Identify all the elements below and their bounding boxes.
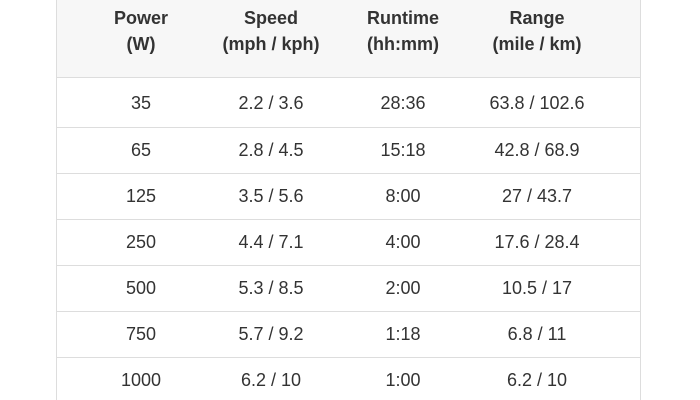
- table-cell: 250: [125, 232, 157, 252]
- table-cell: 1:18: [385, 324, 421, 344]
- table-cell: 1000: [120, 370, 162, 390]
- table-cell: 500: [125, 278, 157, 298]
- table-cell: 27 / 43.7: [501, 186, 573, 206]
- row-divider: [57, 265, 640, 266]
- table-cell: 63.8 / 102.6: [489, 92, 585, 113]
- table-cell: 15:18: [380, 140, 426, 160]
- header-cell: (mile / km): [492, 34, 582, 54]
- header-cell: Runtime: [367, 8, 439, 28]
- row-divider: [57, 311, 640, 312]
- header-cell: (mph / kph): [222, 34, 320, 54]
- table-cell: 1:00: [385, 370, 421, 390]
- table-cell: 125: [125, 186, 157, 206]
- table-cell: 65: [130, 140, 152, 160]
- header-cell: Speed: [243, 8, 299, 28]
- table-cell: 5.3 / 8.5: [238, 278, 304, 298]
- table-cell: 28:36: [380, 92, 426, 113]
- table-cell: 10.5 / 17: [501, 278, 573, 298]
- table-cell: 2.2 / 3.6: [238, 92, 304, 113]
- row-divider: [57, 173, 640, 174]
- row-divider: [57, 357, 640, 358]
- table-cell: 8:00: [385, 186, 421, 206]
- table-cell: 750: [125, 324, 157, 344]
- table-cell: 6.2 / 10: [506, 370, 568, 390]
- header-cell: Power: [113, 8, 169, 28]
- header-cell: (W): [126, 34, 156, 54]
- table-cell: 3.5 / 5.6: [238, 186, 304, 206]
- table-cell: 2.8 / 4.5: [238, 140, 304, 160]
- table-cell: 5.7 / 9.2: [238, 324, 304, 344]
- table-cell: 6.2 / 10: [240, 370, 302, 390]
- header-cell: (hh:mm): [367, 34, 439, 54]
- table-cell: 42.8 / 68.9: [494, 140, 580, 160]
- table-frame: [56, 0, 641, 400]
- row-divider: [57, 127, 640, 128]
- header-cell: Range: [509, 8, 565, 28]
- table-cell: 4.4 / 7.1: [238, 232, 304, 252]
- table-cell: 6.8 / 11: [507, 324, 567, 344]
- table-cell: 17.6 / 28.4: [494, 232, 580, 252]
- row-divider: [57, 219, 640, 220]
- table-header: [57, 0, 640, 78]
- table-cell: 2:00: [385, 278, 421, 298]
- table-cell: 4:00: [385, 232, 421, 252]
- table-cell: 35: [130, 92, 152, 113]
